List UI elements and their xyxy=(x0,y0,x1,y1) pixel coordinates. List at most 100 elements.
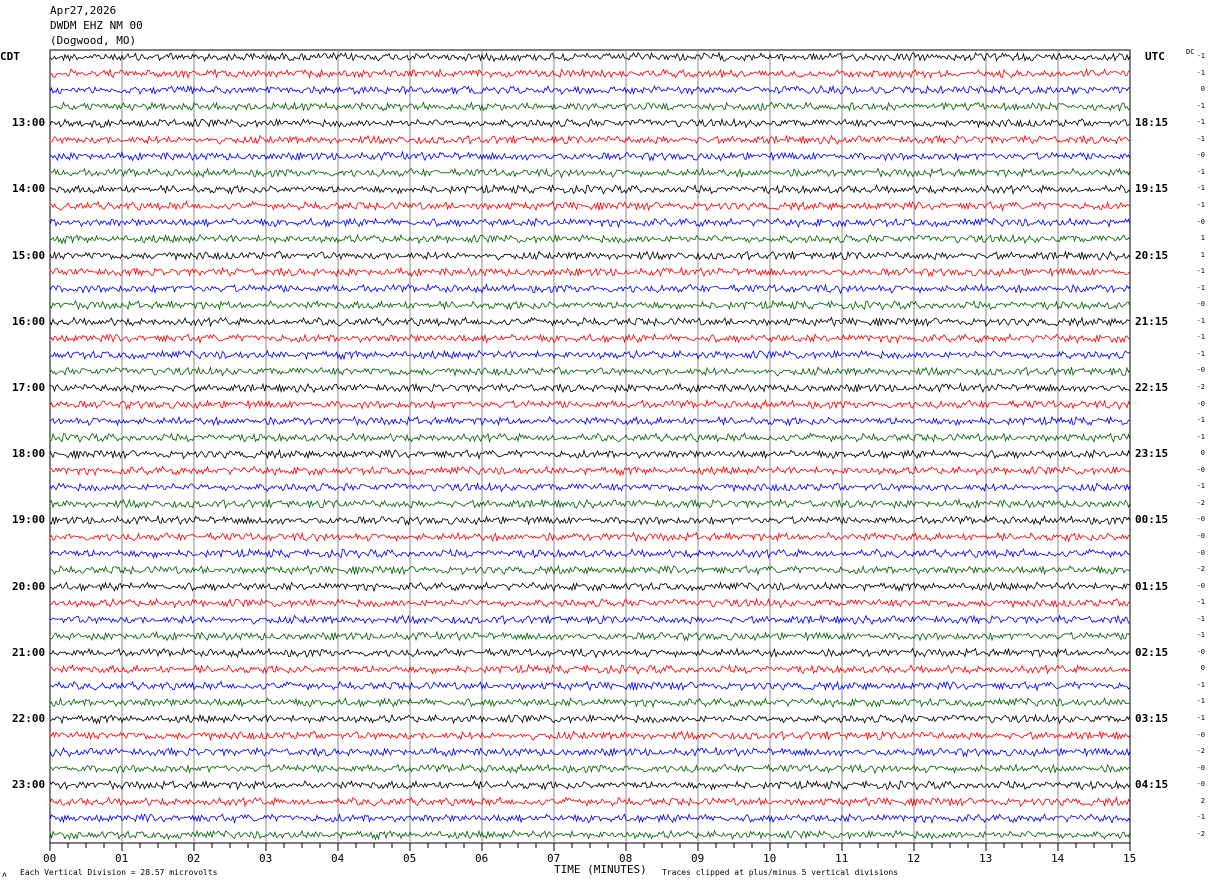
seismic-trace xyxy=(49,349,1131,361)
seismic-trace xyxy=(49,250,1131,262)
dc-offset-label: -1 xyxy=(1196,813,1205,822)
cdt-hour-label: 15:00 xyxy=(12,248,46,262)
seismic-trace xyxy=(49,548,1131,560)
dc-offset-label: -1 xyxy=(1196,184,1205,193)
x-tick-label: 13 xyxy=(979,852,993,865)
seismic-trace xyxy=(49,67,1131,80)
dc-offset-label: 1 xyxy=(1200,234,1205,243)
dc-offset-label: -2 xyxy=(1196,383,1205,391)
x-tick-label: 11 xyxy=(835,852,849,865)
seismic-trace xyxy=(49,448,1131,461)
dc-offset-label: -0 xyxy=(1196,151,1205,160)
x-tick-label: 04 xyxy=(331,852,345,865)
x-axis-title: TIME (MINUTES) xyxy=(554,863,647,876)
dc-offset-label: 0 xyxy=(1200,664,1205,673)
seismic-trace xyxy=(49,829,1131,841)
dc-offset-label: -0 xyxy=(1196,581,1205,590)
x-tick-label: 05 xyxy=(403,852,417,865)
seismic-trace xyxy=(49,514,1131,526)
seismic-trace xyxy=(49,663,1131,675)
seismic-trace xyxy=(49,647,1131,659)
dc-offset-label: -0 xyxy=(1196,300,1205,309)
dc-offset-label: -0 xyxy=(1196,647,1205,656)
utc-hour-label: 23:15 xyxy=(1135,447,1169,461)
dc-offset-label: -1 xyxy=(1196,598,1205,607)
x-tick-label: 15 xyxy=(1123,852,1137,865)
dc-offset-label: -1 xyxy=(1196,631,1205,640)
seismic-trace xyxy=(49,84,1131,96)
seismic-trace xyxy=(49,117,1131,129)
scale-note: Each Vertical Division = 28.57 microvolt… xyxy=(20,868,218,877)
x-tick-label: 06 xyxy=(475,852,489,865)
seismic-trace xyxy=(49,299,1131,311)
dc-offset-label: -1 xyxy=(1196,416,1205,425)
dc-offset-label: -1 xyxy=(1196,267,1205,276)
utc-hour-label: 03:15 xyxy=(1135,712,1169,725)
clip-note: Traces clipped at plus/minus 5 vertical … xyxy=(662,868,899,877)
seismic-trace xyxy=(49,266,1131,278)
seismic-trace xyxy=(49,51,1131,63)
seismic-trace xyxy=(49,183,1131,195)
station-title: DWDM EHZ NM 00 xyxy=(50,19,143,32)
dc-offset-label: -0 xyxy=(1196,531,1205,540)
dc-offset-label: -2 xyxy=(1196,565,1205,574)
utc-hour-label: 18:15 xyxy=(1135,116,1169,130)
dc-offset-label: -2 xyxy=(1196,829,1205,838)
dc-offset-label: -0 xyxy=(1196,399,1205,408)
seismic-trace xyxy=(49,398,1131,411)
utc-hour-label: 20:15 xyxy=(1135,248,1169,262)
x-tick-label: 12 xyxy=(907,852,921,865)
cdt-hour-label: 14:00 xyxy=(12,182,46,196)
utc-hour-label: 04:15 xyxy=(1135,778,1169,792)
seismic-trace xyxy=(49,134,1131,146)
seismic-trace xyxy=(49,217,1131,229)
seismic-trace xyxy=(49,630,1131,642)
x-tick-label: 14 xyxy=(1051,852,1065,865)
location-title: (Dogwood, MO) xyxy=(50,34,137,47)
dc-offset-label: -1 xyxy=(1196,714,1205,722)
utc-hour-label: 00:15 xyxy=(1135,513,1169,527)
cdt-hour-label: 21:00 xyxy=(12,645,46,659)
seismic-trace xyxy=(49,432,1131,444)
seismic-trace xyxy=(49,730,1131,742)
seismic-trace xyxy=(49,614,1131,626)
seismic-trace xyxy=(49,365,1131,377)
dc-offset-label: -1 xyxy=(1196,680,1205,689)
dc-offset-label: -0 xyxy=(1196,780,1205,789)
plot-frame xyxy=(49,49,1131,844)
x-tick-label: 08 xyxy=(619,852,633,865)
x-tick-label: 01 xyxy=(115,852,129,865)
x-tick-label: 03 xyxy=(259,852,273,865)
seismic-trace xyxy=(49,697,1131,709)
seismic-trace xyxy=(49,200,1131,212)
seismic-trace xyxy=(49,498,1131,510)
dc-offset-label: -2 xyxy=(1196,747,1205,756)
dc-offset-label: -1 xyxy=(1196,118,1205,127)
dc-offset-label: -0 xyxy=(1196,548,1205,557)
cdt-hour-label: 16:00 xyxy=(12,314,46,328)
seismic-trace xyxy=(49,564,1131,576)
seismic-trace xyxy=(49,812,1131,825)
seismic-trace xyxy=(49,382,1131,394)
dc-offset-label: -1 xyxy=(1196,167,1205,176)
seismic-trace xyxy=(49,581,1131,593)
seismic-trace xyxy=(49,415,1131,427)
seismic-trace xyxy=(49,316,1131,328)
cdt-hour-label: 23:00 xyxy=(12,778,46,792)
seismic-trace xyxy=(49,465,1131,477)
seismic-trace xyxy=(49,233,1131,245)
utc-hour-label: 01:15 xyxy=(1135,579,1169,593)
dc-offset-label: -1 xyxy=(1196,283,1205,292)
cdt-hour-label: 18:00 xyxy=(12,447,46,461)
seismic-trace xyxy=(49,167,1131,179)
seismic-trace xyxy=(49,333,1131,345)
dc-offset-label: -1 xyxy=(1196,52,1205,60)
x-tick-label: 07 xyxy=(547,852,561,865)
utc-hour-label: 22:15 xyxy=(1135,381,1169,394)
x-tick-label: 02 xyxy=(187,852,201,865)
dc-offset-label: -0 xyxy=(1196,730,1205,739)
seismic-trace xyxy=(49,713,1131,725)
utc-axis-label: UTC xyxy=(1145,50,1165,63)
